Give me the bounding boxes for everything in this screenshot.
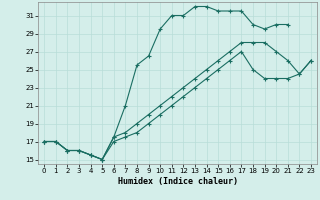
X-axis label: Humidex (Indice chaleur): Humidex (Indice chaleur) [118, 177, 238, 186]
